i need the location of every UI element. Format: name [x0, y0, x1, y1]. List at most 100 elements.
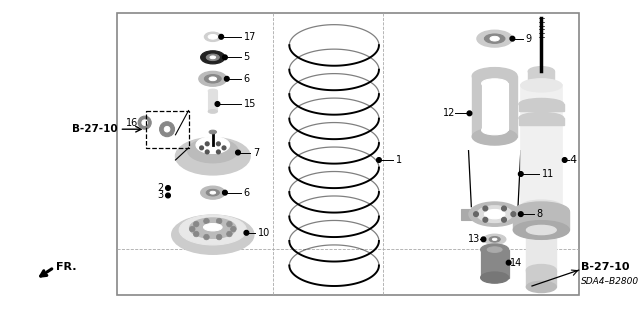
- Ellipse shape: [527, 281, 556, 292]
- Circle shape: [166, 186, 170, 190]
- Ellipse shape: [469, 202, 520, 226]
- Text: B-27-10: B-27-10: [72, 124, 118, 134]
- Ellipse shape: [196, 137, 230, 154]
- Circle shape: [216, 142, 220, 146]
- Ellipse shape: [210, 56, 216, 59]
- Text: 10: 10: [258, 228, 270, 238]
- Bar: [527, 230, 556, 272]
- Ellipse shape: [201, 51, 225, 64]
- Bar: [513, 211, 570, 230]
- Ellipse shape: [206, 54, 220, 60]
- Ellipse shape: [521, 79, 562, 92]
- Ellipse shape: [175, 138, 250, 175]
- Text: 1: 1: [396, 155, 402, 165]
- Circle shape: [200, 146, 204, 150]
- Ellipse shape: [482, 125, 508, 135]
- Text: 11: 11: [542, 169, 554, 179]
- Circle shape: [205, 142, 209, 146]
- Circle shape: [159, 122, 175, 137]
- Circle shape: [483, 206, 488, 211]
- Circle shape: [227, 231, 232, 237]
- Text: 9: 9: [525, 34, 532, 44]
- Bar: [528, 71, 554, 85]
- Text: SDA4–B2800: SDA4–B2800: [580, 277, 639, 286]
- Text: 17: 17: [244, 32, 256, 42]
- Circle shape: [502, 206, 506, 211]
- Ellipse shape: [201, 186, 225, 199]
- Ellipse shape: [484, 34, 505, 43]
- Ellipse shape: [199, 71, 227, 86]
- Ellipse shape: [477, 206, 513, 222]
- Circle shape: [481, 237, 486, 242]
- Circle shape: [518, 172, 523, 176]
- Ellipse shape: [490, 36, 499, 41]
- Bar: [461, 209, 528, 220]
- Text: 4: 4: [570, 155, 577, 165]
- Ellipse shape: [210, 191, 216, 194]
- Circle shape: [518, 212, 523, 216]
- Bar: [116, 13, 579, 295]
- Circle shape: [204, 234, 209, 240]
- Circle shape: [467, 111, 472, 116]
- Bar: [482, 84, 508, 130]
- Text: FR.: FR.: [56, 262, 77, 272]
- Bar: [481, 250, 509, 278]
- Text: 13: 13: [467, 234, 480, 244]
- Ellipse shape: [483, 234, 506, 244]
- Ellipse shape: [482, 79, 508, 88]
- Ellipse shape: [189, 218, 236, 238]
- Circle shape: [205, 150, 209, 154]
- Circle shape: [219, 35, 223, 39]
- Circle shape: [193, 221, 199, 227]
- Ellipse shape: [513, 202, 570, 221]
- Circle shape: [506, 260, 511, 265]
- Circle shape: [164, 126, 170, 132]
- Ellipse shape: [489, 236, 500, 242]
- Ellipse shape: [209, 77, 216, 81]
- Ellipse shape: [519, 98, 564, 109]
- Circle shape: [474, 212, 478, 216]
- Circle shape: [483, 218, 488, 222]
- Circle shape: [216, 218, 222, 224]
- Circle shape: [244, 230, 249, 235]
- Circle shape: [166, 193, 170, 198]
- Circle shape: [216, 150, 220, 154]
- Circle shape: [215, 102, 220, 106]
- Ellipse shape: [527, 225, 556, 235]
- Text: 2: 2: [157, 183, 163, 193]
- Circle shape: [138, 116, 151, 129]
- Ellipse shape: [481, 244, 509, 255]
- Ellipse shape: [208, 35, 218, 39]
- Text: 14: 14: [509, 258, 522, 268]
- Ellipse shape: [528, 67, 554, 76]
- Ellipse shape: [204, 223, 222, 231]
- Ellipse shape: [209, 130, 216, 134]
- Bar: [519, 118, 564, 125]
- Circle shape: [230, 226, 236, 232]
- Circle shape: [223, 190, 227, 195]
- Ellipse shape: [179, 215, 246, 245]
- Text: 5: 5: [244, 52, 250, 62]
- Ellipse shape: [487, 247, 502, 252]
- Ellipse shape: [208, 89, 218, 93]
- Bar: [146, 110, 189, 148]
- Circle shape: [142, 120, 147, 125]
- Circle shape: [222, 146, 226, 150]
- Ellipse shape: [206, 189, 220, 196]
- Ellipse shape: [477, 30, 513, 47]
- Circle shape: [227, 221, 232, 227]
- Ellipse shape: [208, 109, 218, 113]
- Text: 16: 16: [126, 118, 138, 128]
- Circle shape: [225, 76, 229, 81]
- Ellipse shape: [527, 265, 556, 276]
- Circle shape: [189, 226, 195, 232]
- Ellipse shape: [521, 200, 562, 213]
- Circle shape: [216, 234, 222, 240]
- Ellipse shape: [204, 32, 221, 42]
- Ellipse shape: [472, 128, 517, 145]
- Ellipse shape: [528, 81, 554, 90]
- Circle shape: [502, 218, 506, 222]
- Circle shape: [511, 212, 516, 216]
- Bar: [472, 76, 517, 137]
- Ellipse shape: [513, 221, 570, 239]
